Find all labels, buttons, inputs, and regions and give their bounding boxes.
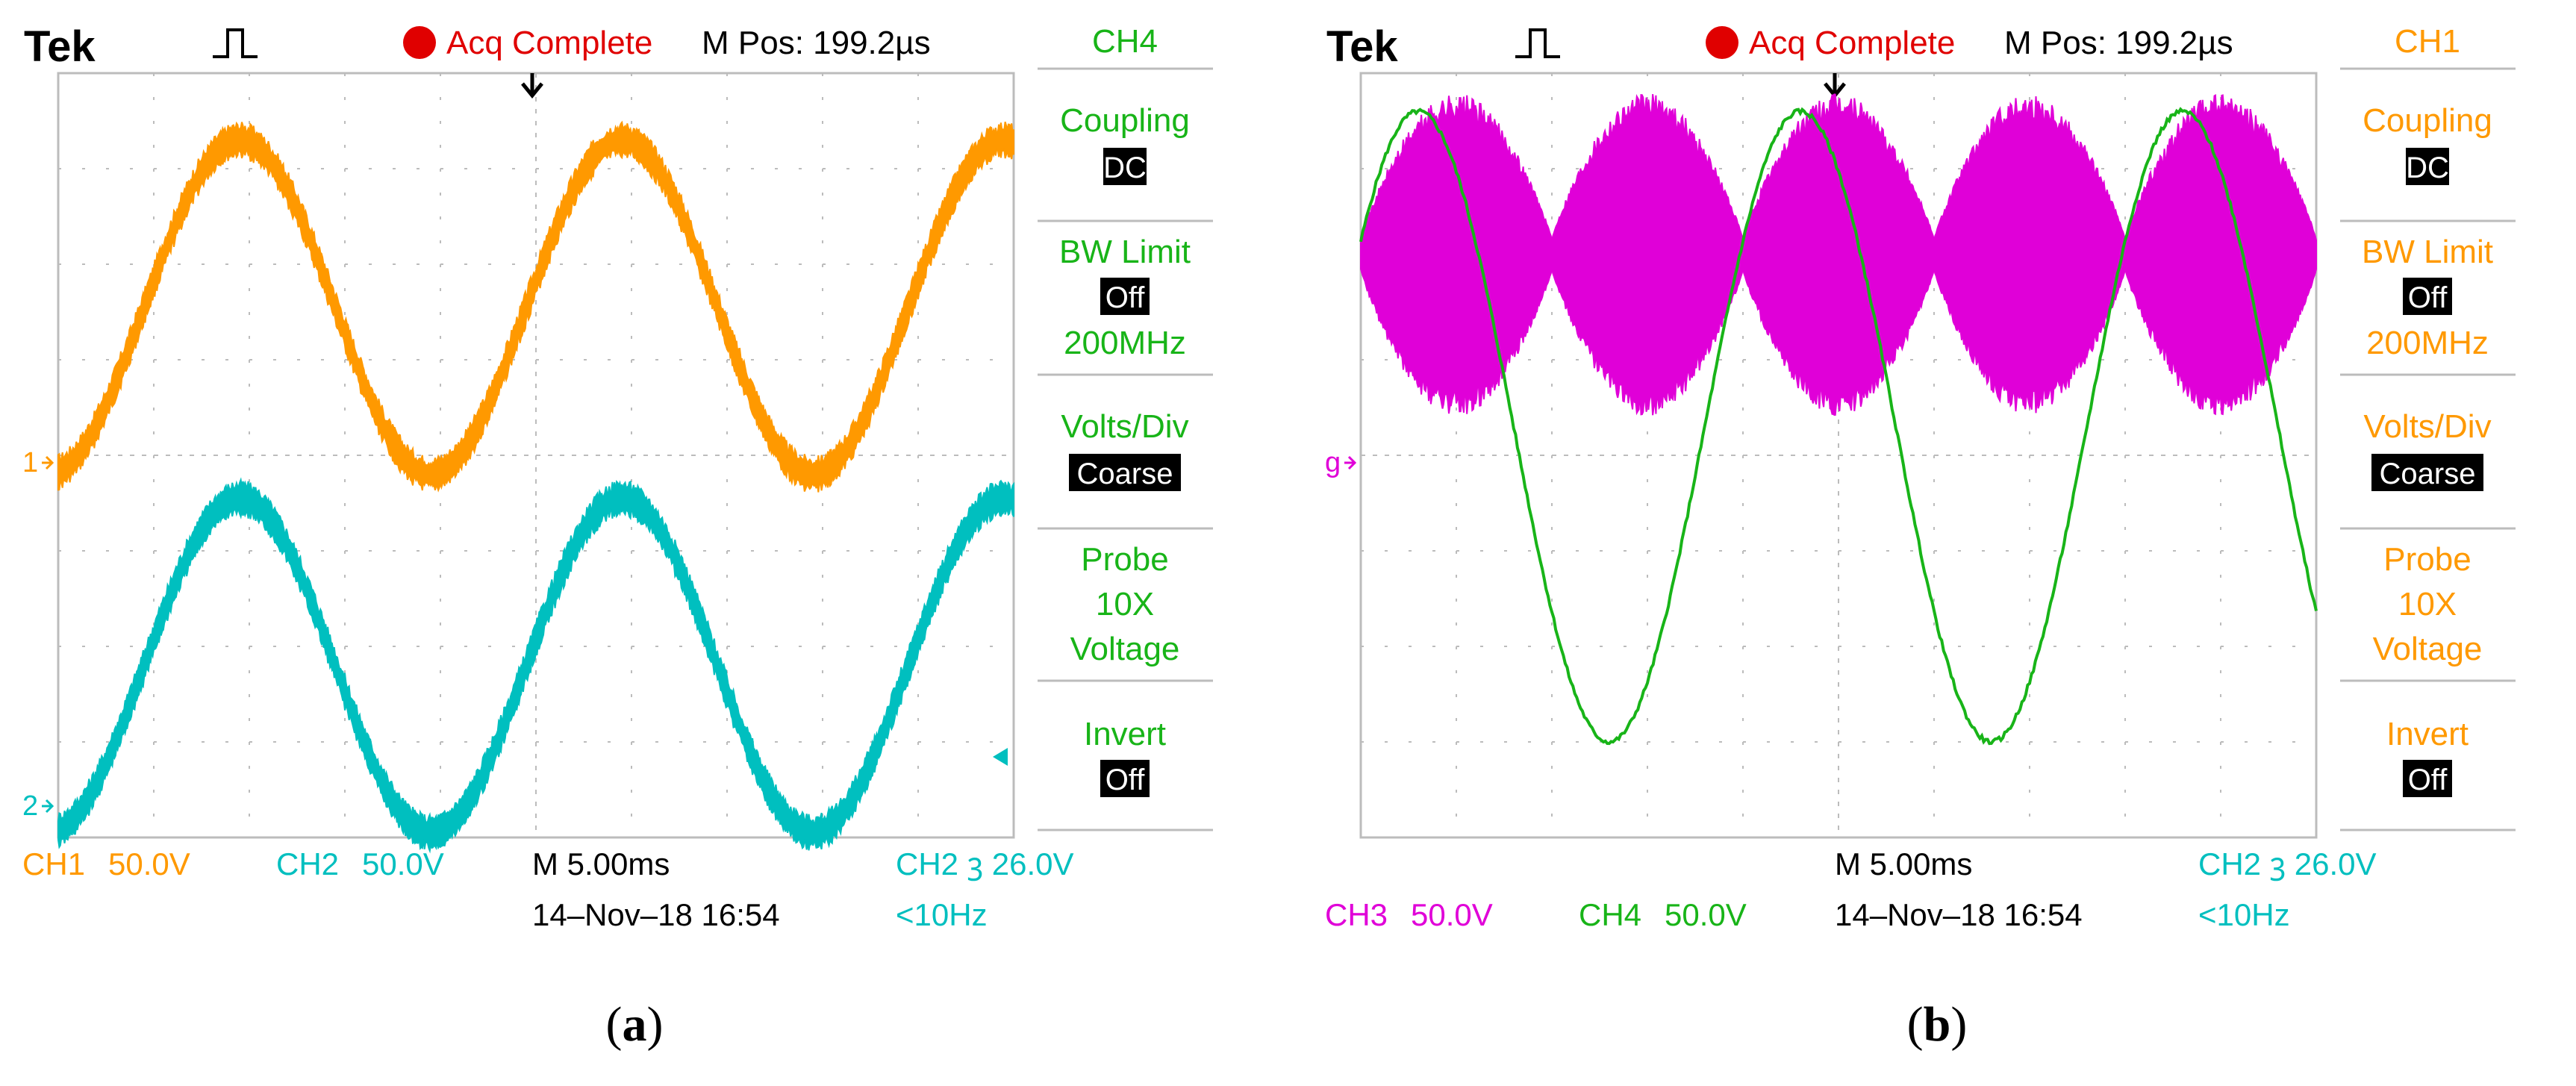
footer-ch-right-scale: 50.0V <box>1665 897 1747 932</box>
footer-datetime: 14–Nov–18 16:54 <box>1835 897 2083 932</box>
menu-channel: CH4 <box>1092 23 1158 60</box>
ch1-trace <box>57 120 1014 493</box>
footer-timebase: M 5.00ms <box>532 846 670 881</box>
acq-status-icon <box>1706 26 1738 59</box>
screen-bezel <box>22 22 1247 940</box>
volts-div-value[interactable]: Coarse <box>1077 458 1173 490</box>
invert-label[interactable]: Invert <box>1084 716 1166 752</box>
footer-ch-right: CH2 <box>276 846 339 881</box>
bw-limit-freq: 200MHz <box>2366 325 2489 361</box>
brand-label: Tek <box>1326 22 1398 71</box>
side-menu: CH4 Coupling DC BW Limit Off 200MHz Volt… <box>1038 23 1213 831</box>
probe-attenuation: 10X <box>2398 586 2457 622</box>
probe-label[interactable]: Probe <box>1081 541 1168 578</box>
coupling-value[interactable]: DC <box>2406 152 2449 184</box>
oscilloscope-screen-a: Tek Acq Complete M Pos: 199.2µs 1 2 CH4 … <box>0 0 1269 970</box>
probe-label[interactable]: Probe <box>2383 541 2471 578</box>
ch1-arrow-icon <box>42 455 54 470</box>
coupling-label[interactable]: Coupling <box>1060 102 1190 139</box>
m-pos-label: M Pos: 199.2µs <box>702 25 931 61</box>
footer-trigger: CH2 ⳍ 26.0V <box>896 846 1074 881</box>
trigger-pulse-icon <box>1515 28 1560 58</box>
ch4-trace <box>1359 107 2318 746</box>
ch2-trace <box>57 477 1014 854</box>
invert-label[interactable]: Invert <box>2386 716 2469 752</box>
footer-frequency: <10Hz <box>896 897 988 932</box>
probe-kind: Voltage <box>1070 631 1180 667</box>
ch3-marker: g <box>1325 447 1341 478</box>
bw-limit-value[interactable]: Off <box>2408 281 2448 314</box>
coupling-value[interactable]: DC <box>1103 152 1147 184</box>
footer-ch-left: CH3 <box>1325 897 1388 932</box>
ch2-marker: 2 <box>22 790 38 822</box>
ch1-marker: 1 <box>22 447 38 478</box>
footer-datetime: 14–Nov–18 16:54 <box>532 897 780 932</box>
footer-trigger: CH2 ⳍ 26.0V <box>2198 846 2377 881</box>
footer-ch-left: CH1 <box>22 846 85 881</box>
invert-value[interactable]: Off <box>2408 764 2448 796</box>
bw-limit-label[interactable]: BW Limit <box>2362 234 2493 270</box>
footer-ch-left-scale: 50.0V <box>1411 897 1493 932</box>
bw-limit-label[interactable]: BW Limit <box>1059 234 1191 270</box>
trigger-level-icon <box>993 748 1008 766</box>
footer-frequency: <10Hz <box>2198 897 2290 932</box>
probe-attenuation: 10X <box>1096 586 1154 622</box>
acq-status-icon <box>403 26 436 59</box>
scope-panel-b: Tek Acq Complete M Pos: 199.2µs g CH1 Co… <box>1303 0 2572 1052</box>
menu-channel: CH1 <box>2395 23 2460 60</box>
volts-div-label[interactable]: Volts/Div <box>2363 408 2491 445</box>
trigger-position-icon <box>521 73 543 99</box>
trigger-pulse-icon <box>213 28 258 58</box>
caption-a: (a) <box>605 997 664 1052</box>
volts-div-label[interactable]: Volts/Div <box>1061 408 1188 445</box>
m-pos-label: M Pos: 199.2µs <box>2004 25 2233 61</box>
ch3-trace <box>1360 93 2317 416</box>
ch2-arrow-icon <box>42 799 54 814</box>
coupling-label[interactable]: Coupling <box>2363 102 2492 139</box>
scope-panel-a: Tek Acq Complete M Pos: 199.2µs 1 2 CH4 … <box>0 0 1269 1052</box>
probe-kind: Voltage <box>2373 631 2483 667</box>
ch3-arrow-icon <box>1344 455 1357 470</box>
bw-limit-freq: 200MHz <box>1064 325 1186 361</box>
bw-limit-value[interactable]: Off <box>1105 281 1146 314</box>
caption-b: (b) <box>1906 997 1968 1052</box>
volts-div-value[interactable]: Coarse <box>2380 458 2476 490</box>
acq-status-label: Acq Complete <box>446 25 652 61</box>
footer-ch-right: CH4 <box>1579 897 1641 932</box>
acq-status-label: Acq Complete <box>1749 25 1955 61</box>
footer-ch-left-scale: 50.0V <box>108 846 190 881</box>
invert-value[interactable]: Off <box>1105 764 1146 796</box>
footer-timebase: M 5.00ms <box>1835 846 1972 881</box>
side-menu: CH1 Coupling DC BW Limit Off 200MHz Volt… <box>2340 23 2516 831</box>
footer-ch-right-scale: 50.0V <box>362 846 444 881</box>
brand-label: Tek <box>24 22 96 71</box>
waveform-group <box>1359 93 2318 746</box>
oscilloscope-screen-b: Tek Acq Complete M Pos: 199.2µs g CH1 Co… <box>1303 0 2572 970</box>
waveform-group <box>57 120 1014 854</box>
